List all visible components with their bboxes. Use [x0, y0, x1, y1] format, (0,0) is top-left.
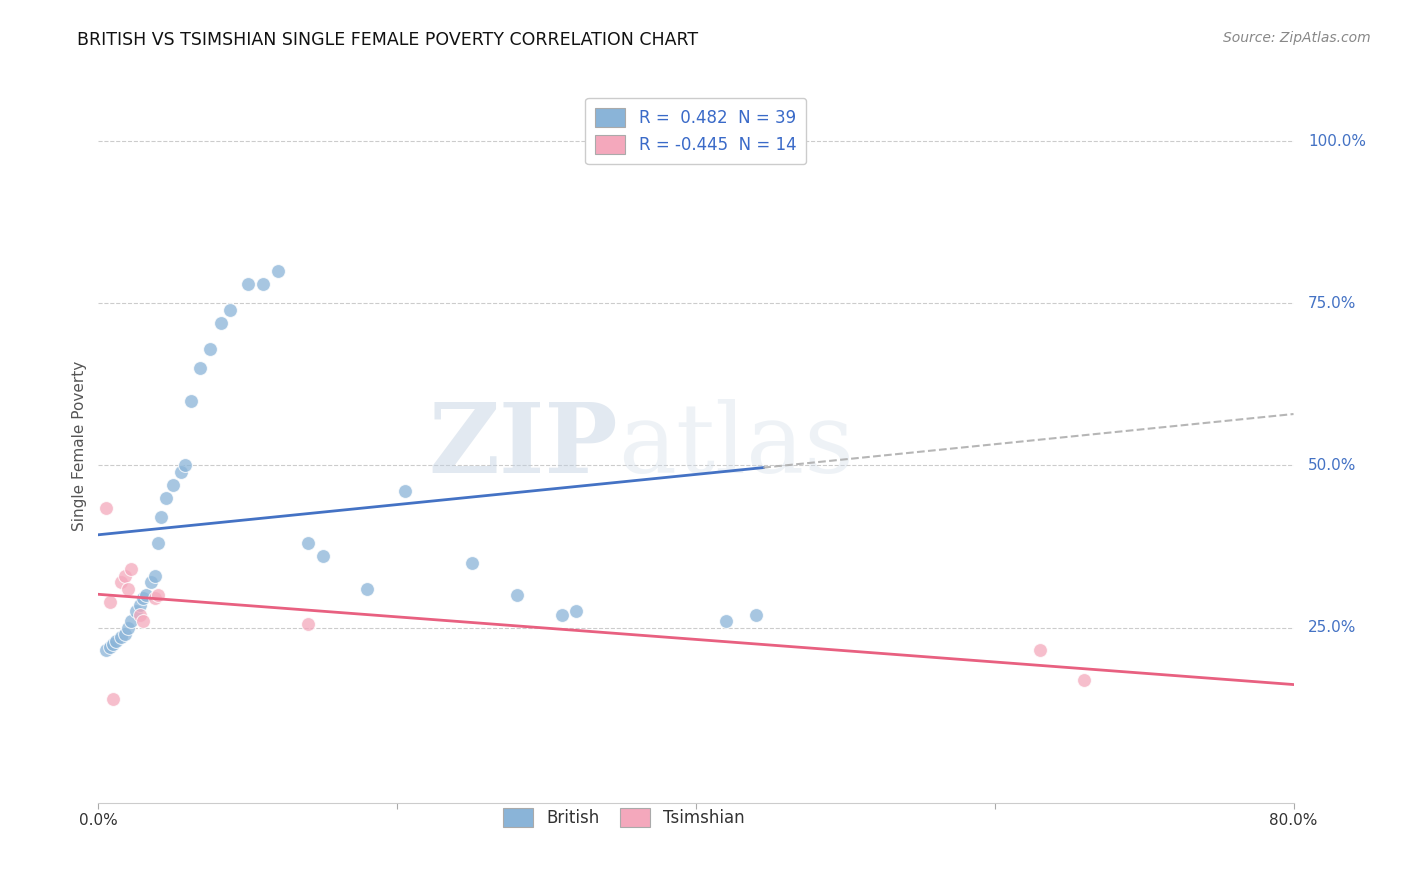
Point: [129, 607, 152, 622]
Point: [114, 627, 136, 641]
Point: [114, 568, 136, 582]
Point: [219, 302, 242, 317]
Point: [174, 458, 197, 473]
Point: [236, 277, 259, 291]
Point: [94, 500, 117, 515]
Point: [356, 582, 378, 596]
Point: [252, 277, 274, 291]
Point: [139, 575, 162, 590]
Point: [155, 491, 177, 505]
Point: [550, 607, 572, 622]
Point: [120, 614, 142, 628]
Point: [209, 316, 232, 330]
Point: [297, 536, 319, 550]
Point: [188, 361, 211, 376]
Point: [565, 604, 588, 618]
Text: 25.0%: 25.0%: [1308, 620, 1357, 635]
Legend: British, Tsimshian: British, Tsimshian: [496, 801, 752, 834]
Point: [714, 614, 737, 628]
Point: [180, 393, 202, 408]
Point: [1073, 673, 1095, 687]
Text: 75.0%: 75.0%: [1308, 296, 1357, 310]
Point: [125, 604, 148, 618]
Point: [110, 631, 132, 645]
Point: [120, 562, 142, 576]
Y-axis label: Single Female Poverty: Single Female Poverty: [72, 361, 87, 531]
Point: [162, 478, 184, 492]
Point: [143, 568, 166, 582]
Point: [1028, 643, 1050, 657]
Point: [311, 549, 333, 564]
Point: [117, 621, 139, 635]
Text: atlas: atlas: [619, 399, 855, 493]
Point: [94, 643, 117, 657]
Point: [297, 617, 319, 632]
Point: [103, 637, 125, 651]
Point: [394, 484, 416, 499]
Point: [150, 510, 173, 524]
Point: [143, 591, 166, 606]
Point: [148, 536, 170, 550]
Point: [129, 598, 152, 612]
Point: [169, 465, 191, 479]
Point: [110, 575, 132, 590]
Point: [98, 640, 122, 654]
Text: 100.0%: 100.0%: [1308, 134, 1365, 149]
Text: 50.0%: 50.0%: [1308, 458, 1357, 473]
Point: [132, 614, 155, 628]
Text: Source: ZipAtlas.com: Source: ZipAtlas.com: [1223, 31, 1371, 45]
Point: [105, 633, 128, 648]
Point: [148, 588, 170, 602]
Point: [506, 588, 529, 602]
Point: [461, 556, 484, 570]
Point: [135, 588, 157, 602]
Point: [267, 264, 290, 278]
Point: [745, 607, 768, 622]
Text: BRITISH VS TSIMSHIAN SINGLE FEMALE POVERTY CORRELATION CHART: BRITISH VS TSIMSHIAN SINGLE FEMALE POVER…: [77, 31, 699, 49]
Point: [132, 591, 155, 606]
Point: [117, 582, 139, 596]
Point: [752, 140, 775, 154]
Point: [200, 342, 222, 356]
Text: ZIP: ZIP: [429, 399, 619, 493]
Point: [98, 595, 122, 609]
Point: [103, 692, 125, 706]
